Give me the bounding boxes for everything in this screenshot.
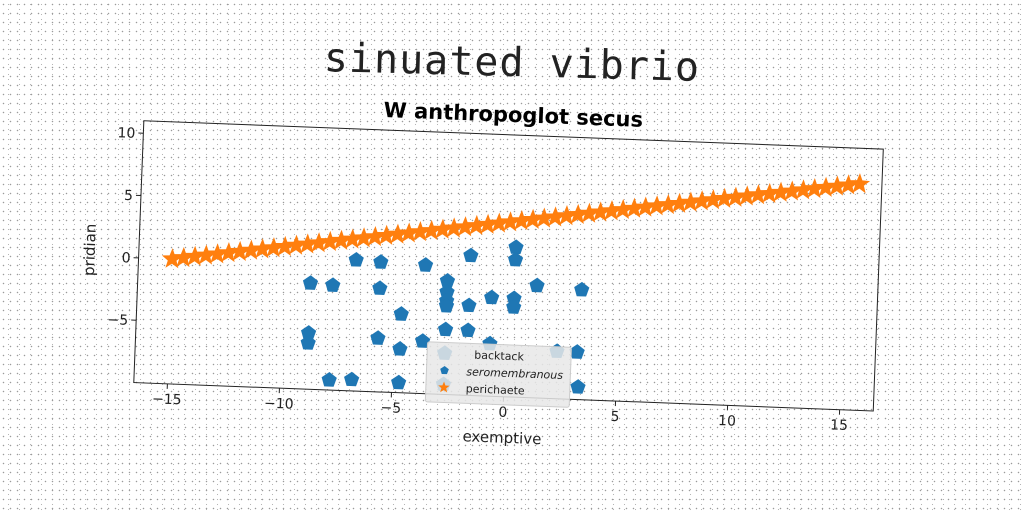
point-seromembranous — [508, 239, 524, 254]
point-seromembranous — [373, 254, 389, 269]
legend-title: backtack — [474, 349, 525, 364]
point-seromembranous — [348, 252, 364, 267]
point-seromembranous — [438, 321, 454, 336]
y-tick-label: −5 — [107, 312, 128, 329]
point-seromembranous — [393, 306, 409, 321]
point-seromembranous — [484, 289, 500, 304]
point-seromembranous — [344, 371, 360, 386]
point-seromembranous — [392, 341, 408, 356]
point-seromembranous — [370, 330, 386, 345]
x-tick-label: 15 — [830, 417, 848, 434]
y-axis: −5 0 5 10 — [107, 125, 143, 329]
point-seromembranous — [303, 275, 319, 290]
point-seromembranous — [418, 257, 434, 272]
point-seromembranous — [508, 252, 524, 267]
y-tick-label: 10 — [117, 125, 135, 142]
legend-entry-perichaete: perichaete — [466, 382, 526, 397]
x-tick-label: −15 — [152, 391, 182, 408]
x-tick-label: 0 — [498, 405, 508, 421]
point-seromembranous — [372, 280, 388, 295]
y-tick-label: 5 — [124, 188, 134, 204]
point-seromembranous — [321, 372, 337, 387]
y-tick-label: 0 — [121, 250, 131, 266]
point-seromembranous — [461, 297, 477, 312]
point-seromembranous — [460, 322, 476, 337]
x-axis-label: exemptive — [462, 427, 542, 448]
x-tick-label: −5 — [380, 400, 401, 417]
x-tick-label: 5 — [610, 409, 620, 425]
chart-title: W anthropoglot secus — [383, 98, 643, 132]
point-seromembranous — [325, 277, 341, 292]
y-axis-label: pridian — [80, 223, 100, 276]
point-seromembranous — [574, 282, 590, 297]
x-tick-label: 10 — [718, 413, 736, 430]
point-seromembranous — [570, 379, 586, 394]
point-seromembranous — [529, 277, 545, 292]
x-tick-label: −10 — [264, 396, 294, 413]
point-seromembranous — [391, 374, 407, 389]
point-seromembranous — [463, 247, 479, 262]
